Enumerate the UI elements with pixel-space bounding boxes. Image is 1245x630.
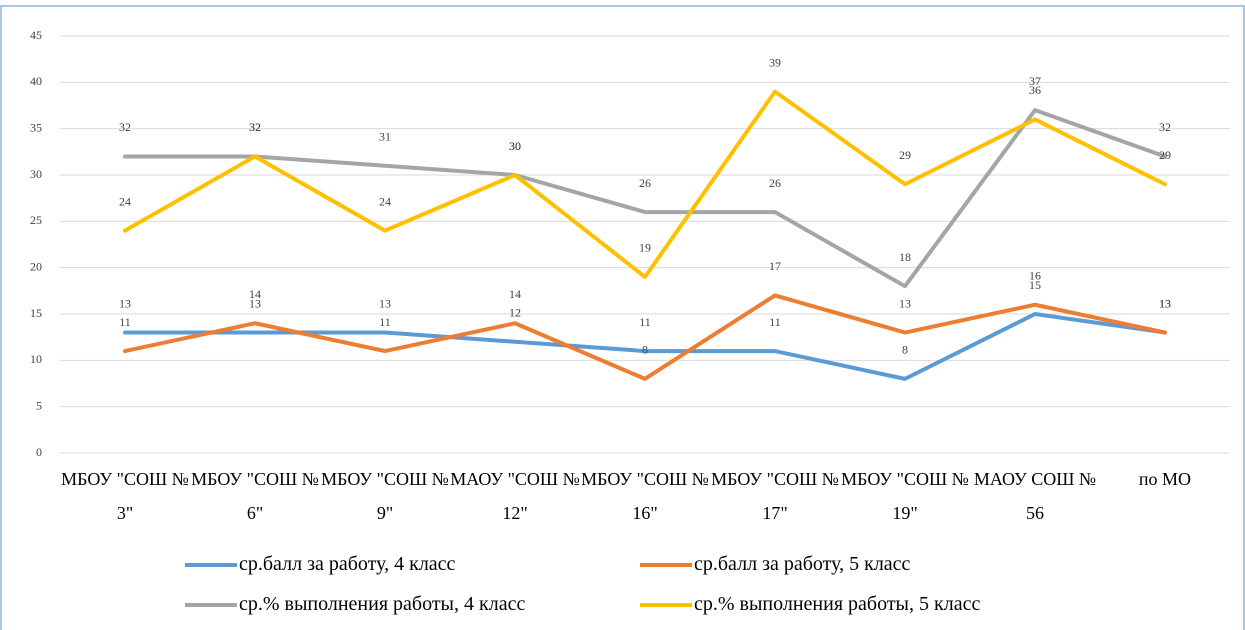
data-label: 13 (249, 296, 261, 310)
data-label: 12 (509, 306, 521, 320)
data-label: 30 (509, 139, 521, 153)
data-label: 30 (509, 139, 521, 153)
data-label: 11 (769, 315, 781, 329)
data-label: 14 (509, 287, 521, 301)
data-label: 18 (899, 250, 911, 264)
data-label: 11 (639, 315, 651, 329)
y-tick-label: 35 (30, 120, 42, 134)
data-label: 39 (769, 55, 781, 69)
series-line (123, 89, 1167, 279)
legend-item: ср.% выполнения работы, 4 класс (185, 593, 525, 616)
data-label: 31 (379, 129, 391, 143)
x-tick-label: МАОУ СОШ № 56 (973, 469, 1097, 523)
data-label: 19 (639, 241, 651, 255)
legend-swatch (185, 602, 237, 607)
data-label: 32 (1159, 120, 1171, 134)
data-label: 15 (1029, 278, 1041, 292)
data-label: 13 (119, 296, 131, 310)
data-label: 32 (249, 120, 261, 134)
legend-label: ср.балл за работу, 5 класс (694, 553, 911, 575)
data-label: 13 (1159, 296, 1171, 310)
data-label: 32 (119, 120, 131, 134)
data-label: 26 (769, 176, 781, 190)
data-label: 24 (379, 194, 391, 208)
legend-label: ср.% выполнения работы, 4 класс (239, 593, 526, 615)
data-label: 8 (642, 343, 648, 357)
legend-item: ср.балл за работу, 4 класс (185, 553, 455, 576)
legend-item: ср.% выполнения работы, 5 класс (640, 593, 980, 616)
y-tick-label: 45 (30, 28, 42, 42)
data-label: 26 (639, 176, 651, 190)
y-tick-label: 30 (30, 167, 42, 181)
frame (0, 5, 1245, 630)
y-tick-label: 20 (30, 259, 42, 273)
legend-label: ср.% выполнения работы, 5 класс (694, 593, 981, 615)
x-tick-label: МБОУ "СОШ № 17" (711, 469, 839, 523)
y-tick-label: 5 (36, 398, 42, 412)
x-tick-label: МБОУ "СОШ № 3" (61, 469, 189, 523)
x-tick-label: МБОУ "СОШ № 16" (581, 469, 709, 523)
y-tick-label: 40 (30, 74, 42, 88)
data-label: 13 (379, 296, 391, 310)
x-tick-label: МБОУ "СОШ № 9" (321, 469, 449, 523)
x-tick-label: МБОУ "СОШ № 6" (191, 469, 319, 523)
x-tick-label: МАОУ "СОШ № 12" (450, 469, 580, 523)
data-label: 8 (902, 343, 908, 357)
y-tick-label: 15 (30, 306, 42, 320)
x-tick-label: МБОУ "СОШ № 19" (841, 469, 969, 523)
data-label: 36 (1029, 83, 1041, 97)
legend-item: ср.балл за работу, 5 класс (640, 553, 910, 576)
data-label: 37 (1029, 74, 1041, 88)
data-label: 11 (119, 315, 131, 329)
legend-label: ср.балл за работу, 4 класс (239, 553, 456, 575)
legend-swatch (640, 562, 692, 567)
data-label: 13 (1159, 296, 1171, 310)
x-tick-label: по МО (1138, 469, 1192, 489)
series-line (123, 293, 1167, 381)
data-label: 17 (769, 259, 781, 273)
series-line (123, 108, 1167, 289)
data-label: 16 (1029, 268, 1041, 282)
data-label: 11 (379, 315, 391, 329)
data-label: 24 (119, 194, 131, 208)
data-label: 29 (899, 148, 911, 162)
legend-swatch (640, 602, 692, 607)
data-label: 14 (249, 287, 261, 301)
data-label: 13 (899, 296, 911, 310)
y-tick-label: 25 (30, 213, 42, 227)
legend-swatch (185, 562, 237, 567)
y-tick-label: 0 (36, 445, 42, 459)
data-label: 32 (249, 120, 261, 134)
data-label: 29 (1159, 148, 1171, 162)
y-tick-label: 10 (30, 352, 42, 366)
